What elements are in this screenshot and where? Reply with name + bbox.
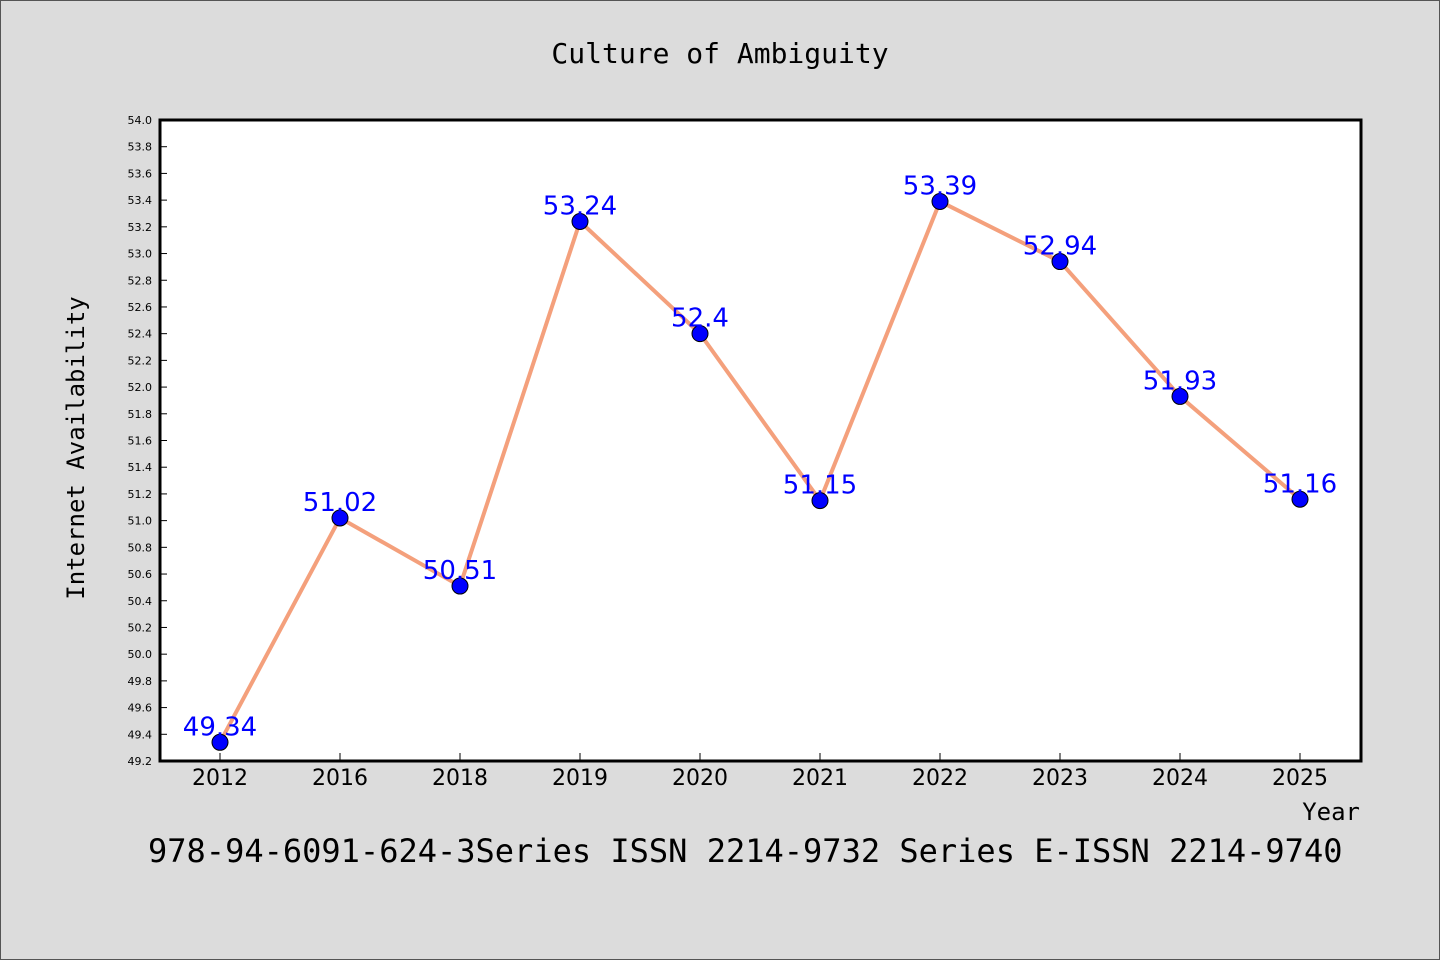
y-tick-label: 49.2: [128, 755, 153, 768]
y-tick-label: 53.4: [128, 194, 153, 207]
y-tick-label: 50.8: [128, 541, 153, 554]
y-axis: 49.2 49.4 49.6 49.8 50.0 50.2 50.4 50.6 50.8 51.0…: [128, 114, 167, 768]
x-axis-label: Year: [1302, 798, 1360, 826]
data-points: [211, 192, 1309, 751]
y-tick-label: 49.4: [128, 728, 153, 741]
data-labels: 49.34 51.02 50.51 53.24 52.4 51.15 53.39 52.94 5…: [183, 171, 1337, 742]
x-tick-label: 2022: [912, 766, 968, 791]
y-tick-label: 50.0: [128, 648, 153, 661]
y-tick-label: 54.0: [128, 114, 153, 127]
data-label: 53.39: [903, 171, 977, 201]
y-tick-label: 51.0: [128, 515, 153, 528]
data-point: [571, 212, 589, 230]
y-tick-label: 51.2: [128, 488, 153, 501]
x-tick-label: 2016: [312, 766, 368, 791]
x-tick-label: 2018: [432, 766, 488, 791]
y-tick-label: 53.8: [128, 141, 153, 154]
x-tick-label: 2025: [1272, 766, 1328, 791]
data-point: [1291, 490, 1309, 508]
x-tick-label: 2024: [1152, 766, 1208, 791]
y-tick-label: 52.4: [128, 328, 153, 341]
y-tick-label: 51.4: [128, 461, 153, 474]
y-tick-label: 53.2: [128, 221, 153, 234]
data-point: [331, 509, 349, 527]
y-tick-label: 50.4: [128, 595, 153, 608]
y-axis-label: Internet Availability: [62, 296, 90, 599]
series-line-group: [218, 199, 1302, 744]
data-point: [931, 192, 949, 210]
data-label: 51.93: [1143, 366, 1217, 396]
y-tick-label: 51.6: [128, 435, 153, 448]
x-tick-label: 2023: [1032, 766, 1088, 791]
y-tick-label: 52.8: [128, 274, 153, 287]
data-label: 51.02: [303, 488, 377, 518]
data-label: 52.94: [1023, 232, 1097, 262]
data-label: 53.24: [543, 191, 617, 221]
y-tick-label: 51.8: [128, 408, 153, 421]
chart-title: Culture of Ambiguity: [551, 37, 888, 70]
footer-isbn-text: 978-94-6091-624-3Series ISSN 2214-9732 S…: [148, 832, 1343, 870]
data-point: [211, 733, 229, 751]
y-tick-label: 50.6: [128, 568, 153, 581]
data-point: [691, 325, 709, 343]
x-tick-label: 2019: [552, 766, 608, 791]
y-tick-label: 52.2: [128, 354, 153, 367]
data-label: 51.15: [783, 471, 857, 501]
y-tick-label: 53.0: [128, 248, 153, 261]
data-point: [451, 577, 469, 595]
series-line: [218, 199, 1302, 744]
data-label: 51.16: [1263, 469, 1337, 499]
y-tick-label: 52.0: [128, 381, 153, 394]
data-point: [811, 492, 829, 510]
y-tick-label: 50.2: [128, 621, 153, 634]
data-label: 52.4: [671, 304, 729, 334]
x-tick-label: 2021: [792, 766, 848, 791]
x-tick-label: 2012: [192, 766, 248, 791]
plot-area: [158, 118, 1363, 763]
data-label: 49.34: [183, 712, 257, 742]
data-point: [1171, 387, 1189, 405]
y-tick-label: 49.6: [128, 702, 153, 715]
data-point: [1051, 253, 1069, 271]
y-tick-label: 49.8: [128, 675, 153, 688]
data-label: 50.51: [423, 556, 497, 586]
y-tick-label: 52.6: [128, 301, 153, 314]
x-axis: 2012 2016 2018 2019 2020 2021 2022 2023 2024 2025: [192, 753, 1328, 791]
y-tick-label: 53.6: [128, 167, 153, 180]
x-tick-label: 2020: [672, 766, 728, 791]
